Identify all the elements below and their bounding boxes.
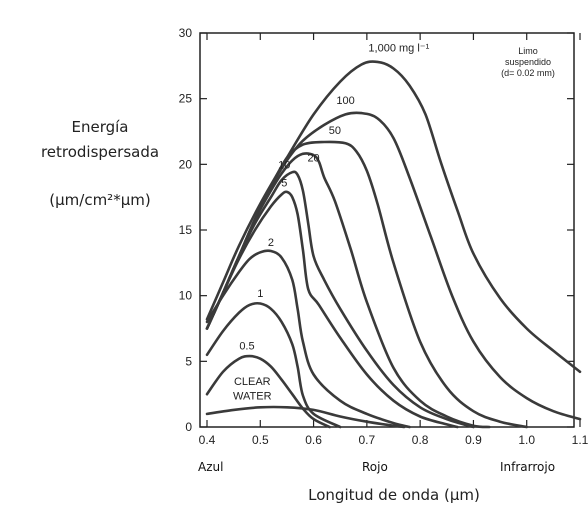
curve-labels: 1,000 mg l⁻¹ 100 50 20 10 5 2 1 0.5 CLEAR WATER <box>233 42 430 402</box>
x-tick-label: 0.9 <box>465 433 482 447</box>
x-tick-label: 1.0 <box>518 433 535 447</box>
region-label-infrared: Infrarrojo <box>500 460 556 474</box>
curve-label: 1,000 mg l⁻¹ <box>368 42 429 54</box>
curve-label: 100 <box>336 95 354 107</box>
curve-label: WATER <box>233 390 272 402</box>
y-tick-label: 20 <box>179 157 193 171</box>
y-tick-label: 25 <box>179 92 193 106</box>
note-line1: Limo <box>518 46 538 56</box>
series-line <box>205 405 406 429</box>
spectral-curves <box>205 60 582 429</box>
curve-label: 2 <box>268 237 274 249</box>
region-label-blue: Azul <box>198 460 224 474</box>
y-axis-title-line2: retrodispersada <box>40 143 160 161</box>
x-axis-title: Longitud de onda (µm) <box>308 486 480 504</box>
series-line <box>205 301 342 429</box>
series-line <box>205 249 411 429</box>
series-line <box>205 111 582 421</box>
note-line3: (d= 0.02 mm) <box>501 68 555 78</box>
curve-label: 10 <box>278 159 290 171</box>
curve-label: 1 <box>257 288 263 300</box>
series-line <box>205 190 459 429</box>
curve-label: 0.5 <box>239 341 254 353</box>
series-line <box>205 170 475 429</box>
y-tick-label: 5 <box>185 354 192 368</box>
curve-label: 50 <box>329 125 341 137</box>
region-label-red: Rojo <box>362 460 388 474</box>
x-tick-label: 0.5 <box>252 433 269 447</box>
x-tick-label: 0.8 <box>412 433 429 447</box>
x-tick-label: 0.7 <box>359 433 376 447</box>
x-tick-label: 1.1 <box>572 433 588 447</box>
series-line <box>205 60 582 374</box>
y-tick-label: 0 <box>185 420 192 434</box>
curve-label: 5 <box>281 178 287 190</box>
x-tick-label: 0.6 <box>305 433 322 447</box>
y-tick-label: 10 <box>179 289 193 303</box>
note-line2: suspendido <box>504 57 552 67</box>
curve-label: CLEAR <box>234 376 271 388</box>
y-axis-unit: (µm/cm²*µm) <box>49 191 151 209</box>
x-tick-label: 0.4 <box>199 433 216 447</box>
y-axis-title-line1: Energía <box>71 118 129 136</box>
y-tick-label: 15 <box>179 223 193 237</box>
y-tick-label: 30 <box>179 26 193 40</box>
series-line <box>205 354 331 429</box>
curve-label: 20 <box>307 153 319 165</box>
